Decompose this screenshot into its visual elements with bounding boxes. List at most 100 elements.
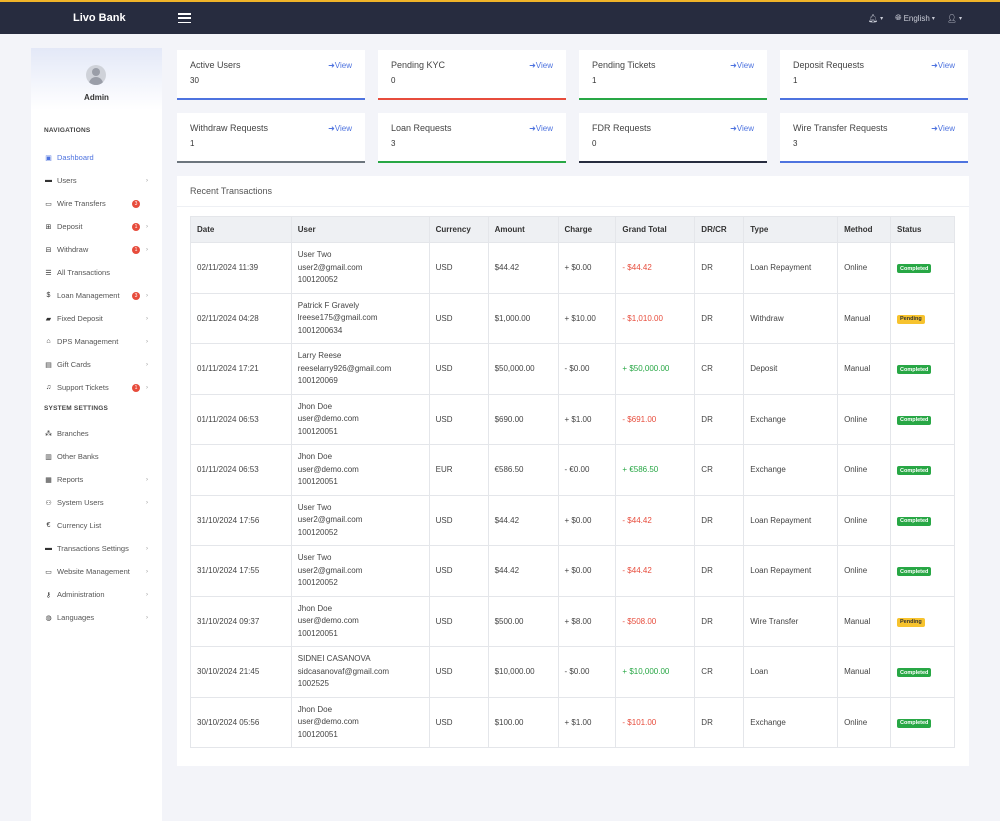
stat-card-active-users: Active Users 30 ➜View	[177, 50, 365, 100]
sidebar-item-fixed-deposit[interactable]: ▰ Fixed Deposit ›	[31, 307, 162, 330]
arrow-right-icon: ➜	[328, 124, 335, 133]
sidebar-item-deposit[interactable]: ⊞ Deposit 1 ›	[31, 215, 162, 238]
type-cell: Wire Transfer	[743, 595, 839, 647]
column-header[interactable]: Charge	[557, 216, 617, 243]
minus-square-icon: ⊟	[45, 246, 52, 254]
sidebar-item-dps-management[interactable]: ⌂ DPS Management ›	[31, 330, 162, 353]
view-link[interactable]: ➜View	[328, 61, 352, 70]
view-link[interactable]: ➜View	[529, 61, 553, 70]
transactions-table: Date User Currency Amount Charge Grand Total D…	[190, 216, 955, 748]
column-header[interactable]: Status	[890, 216, 955, 243]
brand-logo[interactable]: Livo Bank	[73, 12, 126, 24]
table-row[interactable]: 30/10/2024 05:56 Jhon Doe user@demo.com 100…	[190, 696, 955, 748]
view-link[interactable]: ➜View	[529, 124, 553, 133]
user-cell: Larry Reese reeselarry926@gmail.com 100120…	[290, 343, 430, 395]
sidebar-item-all-transactions[interactable]: ☰ All Transactions	[31, 261, 162, 284]
user-account: 100120052	[297, 527, 338, 537]
sidebar-item-withdraw[interactable]: ⊟ Withdraw 1 ›	[31, 238, 162, 261]
column-header[interactable]: DR/CR	[694, 216, 745, 243]
table-row[interactable]: 01/11/2024 17:21 Larry Reese reeselarry926…	[190, 343, 955, 395]
arrow-right-icon: ➜	[730, 61, 737, 70]
table-row[interactable]: 02/11/2024 11:39 User Two user2@gmail.com 1…	[190, 242, 955, 294]
currency-cell: USD	[428, 595, 489, 647]
sidebar-item-users[interactable]: ▬ Users ›	[31, 169, 162, 192]
column-header[interactable]: Currency	[428, 216, 489, 243]
column-header[interactable]: Grand Total	[615, 216, 696, 243]
drcr-cell: DR	[694, 292, 745, 344]
user-account: 100120051	[297, 477, 338, 486]
user-name: User Two	[297, 250, 332, 259]
user-name: Jhon Doe	[297, 704, 333, 714]
headset-icon: ♫	[45, 384, 52, 391]
view-link[interactable]: ➜View	[931, 61, 955, 70]
date-cell: 30/10/2024 21:45	[190, 646, 292, 698]
avatar	[86, 65, 106, 85]
menu-toggle-icon[interactable]	[178, 13, 191, 23]
charge-cell: - €0.00	[557, 444, 617, 496]
table-row[interactable]: 31/10/2024 17:55 User Two user2@gmail.com 1…	[190, 545, 955, 597]
sidebar-item-system-users[interactable]: ⚇ System Users ›	[31, 491, 162, 514]
amount-cell: $44.42	[487, 545, 559, 597]
status-cell: Completed	[890, 343, 955, 395]
amount-cell: $44.42	[487, 494, 559, 546]
sidebar-item-label: Languages	[57, 613, 95, 622]
notifications-dropdown[interactable]: 🔔︎ ▾	[867, 13, 884, 23]
sidebar-item-wire-transfers[interactable]: ▭ Wire Transfers 3	[31, 192, 162, 215]
panel-title: Recent Transactions	[177, 176, 969, 207]
card-value: 1	[190, 139, 195, 148]
user-account: 1002525	[297, 679, 329, 688]
sidebar-item-support-tickets[interactable]: ♫ Support Tickets 1 ›	[31, 376, 162, 399]
table-row[interactable]: 01/11/2024 06:53 Jhon Doe user@demo.com 100…	[190, 393, 955, 445]
table-row[interactable]: 30/10/2024 21:45 SIDNEI CASANOVA sidcasano…	[190, 646, 955, 698]
sidebar-item-currency-list[interactable]: € Currency List	[31, 514, 162, 537]
view-link[interactable]: ➜View	[730, 61, 754, 70]
chevron-right-icon: ›	[146, 614, 148, 621]
table-row[interactable]: 31/10/2024 09:37 Jhon Doe user@demo.com 100…	[190, 595, 955, 647]
drcr-cell: CR	[694, 343, 745, 395]
column-header[interactable]: Method	[837, 216, 891, 243]
status-badge: Completed	[897, 264, 932, 273]
sidebar-item-label: Transactions Settings	[57, 544, 129, 553]
status-cell: Completed	[890, 444, 955, 496]
view-link[interactable]: ➜View	[328, 124, 352, 133]
user-cell: Jhon Doe user@demo.com 100120051	[290, 393, 430, 445]
sidebar-item-dashboard[interactable]: ▣ Dashboard	[31, 146, 162, 169]
view-link-label: View	[736, 124, 754, 133]
column-header[interactable]: Amount	[487, 216, 559, 243]
method-cell: Manual	[837, 595, 891, 647]
card-title: FDR Requests	[592, 123, 652, 133]
arrow-right-icon: ➜	[529, 61, 536, 70]
table-row[interactable]: 31/10/2024 17:56 User Two user2@gmail.com 1…	[190, 494, 955, 546]
column-header[interactable]: Type	[743, 216, 839, 243]
sidebar-item-languages[interactable]: ◍ Languages ›	[31, 606, 162, 629]
view-link[interactable]: ➜View	[931, 124, 955, 133]
chevron-right-icon: ›	[146, 246, 148, 253]
date-cell: 01/11/2024 17:21	[190, 343, 292, 395]
language-dropdown[interactable]: 🌐︎ English ▾	[895, 13, 935, 23]
method-cell: Online	[837, 393, 891, 445]
table-row[interactable]: 01/11/2024 06:53 Jhon Doe user@demo.com 100…	[190, 444, 955, 496]
card-icon: ▬	[45, 545, 52, 552]
grand-total-cell: - $44.42	[615, 242, 696, 294]
user-email: user2@gmail.com	[297, 565, 363, 575]
table-body: 02/11/2024 11:39 User Two user2@gmail.com 1…	[190, 242, 955, 748]
sidebar-item-reports[interactable]: ▦ Reports ›	[31, 468, 162, 491]
view-link[interactable]: ➜View	[730, 124, 754, 133]
table-row[interactable]: 02/11/2024 04:28 Patrick F Gravely lreese1…	[190, 292, 955, 344]
status-badge: Completed	[897, 365, 932, 374]
sidebar-item-other-banks[interactable]: ▥ Other Banks	[31, 445, 162, 468]
sidebar-item-administration[interactable]: ⚷ Administration ›	[31, 583, 162, 606]
sidebar-item-gift-cards[interactable]: ▤ Gift Cards ›	[31, 353, 162, 376]
user-cell: Jhon Doe user@demo.com 100120051	[290, 696, 430, 748]
currency-cell: USD	[428, 292, 489, 344]
sidebar-item-loan-management[interactable]: $ Loan Management 3 ›	[31, 284, 162, 307]
sidebar-item-website-management[interactable]: ▭ Website Management ›	[31, 560, 162, 583]
user-menu-dropdown[interactable]: 👤︎ ▾	[946, 13, 962, 23]
column-header[interactable]: User	[290, 216, 430, 243]
sidebar-item-branches[interactable]: ⁂ Branches	[31, 422, 162, 445]
gift-icon: ▤	[45, 361, 52, 369]
arrow-right-icon: ➜	[328, 61, 335, 70]
sidebar-item-transactions-settings[interactable]: ▬ Transactions Settings ›	[31, 537, 162, 560]
column-header[interactable]: Date	[190, 216, 292, 243]
grand-total-cell: + $10,000.00	[615, 646, 696, 698]
